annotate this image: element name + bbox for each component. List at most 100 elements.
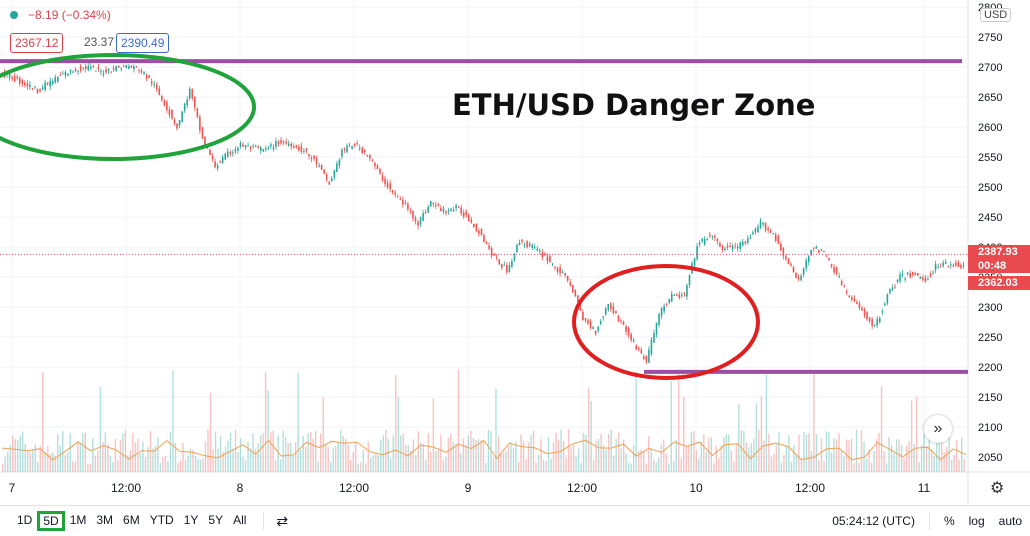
currency-selector[interactable]: USD xyxy=(980,8,1012,22)
volume-bar xyxy=(194,455,197,472)
volume-bar xyxy=(520,434,522,472)
volume-bar xyxy=(304,446,307,472)
ask-price[interactable]: 2390.49 xyxy=(116,33,170,53)
candle-body xyxy=(87,65,90,71)
volume-bar xyxy=(943,451,945,472)
range-1y[interactable]: 1Y xyxy=(183,513,199,527)
volume-bar xyxy=(482,441,485,472)
candle-body xyxy=(582,311,584,321)
volume-bar xyxy=(52,452,54,472)
volume-bar xyxy=(355,441,357,472)
candle-body xyxy=(714,236,716,238)
volume-bar xyxy=(507,446,510,472)
price-chart[interactable]: 2050210021502200225023002350240024502500… xyxy=(0,0,1030,505)
log-toggle[interactable]: log xyxy=(968,514,985,528)
candle-body xyxy=(599,321,602,324)
volume-bar xyxy=(24,443,26,472)
volume-bar xyxy=(335,446,337,472)
range-1m[interactable]: 1M xyxy=(69,513,87,527)
candle-body xyxy=(249,146,252,149)
candle-body xyxy=(693,258,696,266)
range-all[interactable]: All xyxy=(233,513,247,527)
candle-body xyxy=(640,349,643,354)
volume-bar xyxy=(848,440,850,472)
candle-body xyxy=(797,277,800,280)
candle-body xyxy=(878,317,881,322)
candle-body xyxy=(749,237,752,239)
volume-bar xyxy=(380,440,382,472)
candle-body xyxy=(577,295,579,303)
volume-bar xyxy=(104,432,107,472)
range-ytd[interactable]: YTD xyxy=(149,513,174,527)
candle-body xyxy=(211,155,214,159)
volume-bar xyxy=(928,434,930,472)
volume-bar xyxy=(29,452,31,472)
volume-bar xyxy=(455,443,457,472)
candle-body xyxy=(262,149,265,152)
volume-bar xyxy=(748,447,750,472)
bid-price[interactable]: 2367.12 xyxy=(10,33,64,53)
volume-bar xyxy=(577,448,580,472)
candle-body xyxy=(384,178,386,185)
volume-bar xyxy=(162,456,164,472)
volume-bar xyxy=(322,397,324,472)
volume-bar xyxy=(890,445,893,472)
candle-body xyxy=(226,151,229,157)
candle-body xyxy=(361,148,364,153)
range-6m[interactable]: 6M xyxy=(123,513,140,527)
volume-bar xyxy=(390,458,392,472)
range-1d[interactable]: 1D xyxy=(17,513,33,527)
candle-body xyxy=(328,181,331,185)
volume-bar xyxy=(653,459,655,472)
candle-body xyxy=(871,319,873,327)
countdown-label: 00:48 xyxy=(968,259,1030,273)
candle-body xyxy=(462,212,465,217)
candle-body xyxy=(315,158,318,165)
volume-bar xyxy=(319,433,322,472)
y-tick-label: 2150 xyxy=(978,392,1002,404)
percent-toggle[interactable]: % xyxy=(943,514,955,528)
candle-body xyxy=(379,168,381,174)
volume-bar xyxy=(490,431,492,472)
volume-bar xyxy=(207,429,209,472)
candle-body xyxy=(592,327,594,329)
candle-body xyxy=(313,155,315,159)
candle-body xyxy=(437,204,440,206)
volume-bar xyxy=(813,370,815,472)
volume-bar xyxy=(655,462,657,472)
candle-body xyxy=(112,67,115,70)
range-5y[interactable]: 5Y xyxy=(208,513,224,527)
volume-bar xyxy=(132,432,134,472)
candle-body xyxy=(726,245,729,248)
volume-bar xyxy=(192,450,194,472)
candle-body xyxy=(513,254,516,261)
auto-toggle[interactable]: auto xyxy=(998,514,1022,528)
range-5d[interactable]: 5D xyxy=(37,511,65,531)
range-3m[interactable]: 3M xyxy=(96,513,114,527)
y-tick-label: 2050 xyxy=(978,452,1002,464)
volume-bar xyxy=(675,440,677,472)
volume-bar xyxy=(317,461,319,472)
candle-body xyxy=(795,272,797,278)
x-tick-label: 12:00 xyxy=(339,481,369,495)
candle-body xyxy=(518,242,521,245)
volume-bar xyxy=(960,437,963,472)
volume-bar xyxy=(602,444,605,472)
candle-body xyxy=(490,248,493,256)
candle-body xyxy=(949,264,952,266)
volume-bar xyxy=(552,442,555,472)
volume-bar xyxy=(362,449,364,472)
candle-body xyxy=(404,202,407,204)
volume-bar xyxy=(562,440,565,472)
candle-body xyxy=(523,244,526,246)
candle-body xyxy=(551,263,554,265)
volume-bar xyxy=(773,453,775,472)
date-range-icon[interactable]: ⇄ xyxy=(276,512,289,529)
scroll-to-realtime-icon[interactable]: » xyxy=(924,415,952,443)
clock[interactable]: 05:24:12 (UTC) xyxy=(832,514,915,528)
volume-bar xyxy=(127,455,129,472)
candle-body xyxy=(648,349,650,363)
volume-bar xyxy=(472,438,475,472)
candle-body xyxy=(242,144,244,147)
gear-icon[interactable]: ⚙ xyxy=(990,480,1005,497)
